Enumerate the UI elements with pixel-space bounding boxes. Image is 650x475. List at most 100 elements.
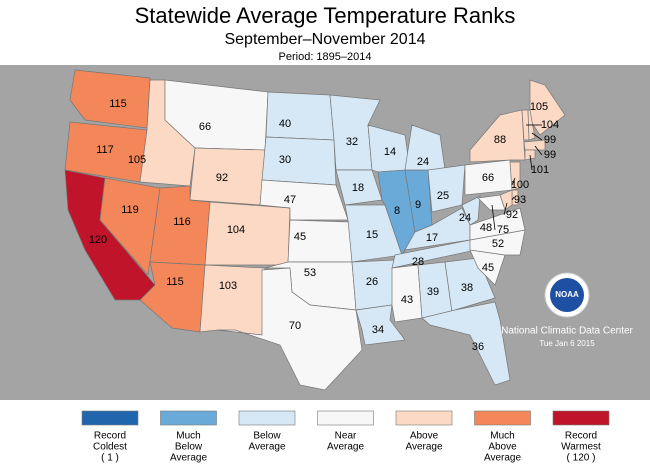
legend-label: ( 1 )	[101, 453, 119, 464]
leader-line	[531, 132, 543, 141]
rank-label: 34	[372, 324, 384, 336]
rank-label: 15	[366, 229, 378, 241]
logo-text: NOAA	[555, 290, 579, 299]
state	[344, 204, 403, 263]
rank-label: 105	[128, 154, 146, 166]
rank-label: 17	[426, 232, 438, 244]
state	[469, 207, 526, 241]
legend-swatch	[474, 410, 531, 426]
rank-label: 47	[284, 194, 296, 206]
leader-line	[511, 196, 515, 201]
legend-label: Above	[488, 442, 517, 453]
rank-label: 101	[531, 164, 549, 176]
legend-swatch	[317, 410, 374, 426]
state	[469, 109, 526, 163]
rank-label: 24	[417, 156, 429, 168]
rank-label: 115	[109, 98, 127, 110]
title: Statewide Average Temperature Ranks	[135, 3, 516, 28]
rank-label: 103	[219, 280, 237, 292]
states	[64, 69, 566, 391]
rank-label: 45	[294, 231, 306, 243]
rank-label: 93	[514, 194, 526, 206]
legend-swatch	[238, 410, 296, 426]
legend-label: Record	[565, 431, 597, 442]
state	[217, 267, 363, 391]
legend-swatch	[395, 410, 453, 426]
state	[204, 201, 291, 266]
state	[261, 136, 337, 186]
legend-swatch	[160, 410, 217, 426]
legend-label: Average	[170, 453, 208, 464]
state	[99, 177, 161, 276]
legend-label: Below	[175, 442, 203, 453]
rank-label: 92	[506, 209, 518, 221]
date: Tue Jan 6 2015	[539, 339, 595, 348]
rank-label: 14	[384, 146, 396, 158]
rank-labels: 115 117 120 119 105 66 92 116 104 115 103 40 30 47 45 5…	[89, 98, 559, 353]
rank-label: 104	[541, 119, 559, 131]
legend-label: Warmest	[561, 442, 601, 453]
legend-label: Near	[335, 431, 357, 442]
rank-label: 100	[511, 179, 529, 191]
rank-label: 48	[480, 222, 492, 234]
legend-label: Average	[405, 442, 443, 453]
rank-label: 75	[497, 224, 509, 236]
leader-line	[491, 204, 496, 231]
rank-label: 92	[216, 172, 228, 184]
subtitle: September–November 2014	[224, 31, 425, 48]
legend-label: Average	[484, 453, 522, 464]
rank-label: 9	[415, 199, 421, 211]
legend-label: Above	[410, 431, 439, 442]
legend-label: Coldest	[93, 442, 127, 453]
rank-label: 99	[544, 149, 556, 161]
agency: National Climatic Data Center	[501, 326, 633, 337]
rank-label: 8	[394, 205, 400, 217]
state	[523, 139, 546, 151]
period: Period: 1895–2014	[279, 51, 372, 63]
rank-label: 117	[96, 144, 114, 156]
rank-label: 104	[227, 224, 245, 236]
noaa-logo-inner	[550, 278, 584, 312]
state	[401, 207, 471, 256]
rank-label: 66	[199, 121, 211, 133]
rank-label: 39	[427, 286, 439, 298]
state	[69, 69, 151, 129]
rank-label: 88	[494, 134, 506, 146]
rank-label: 30	[279, 154, 291, 166]
leader-line	[511, 177, 516, 186]
state	[421, 301, 511, 386]
leader-line	[529, 154, 533, 171]
legend-swatch	[552, 410, 610, 426]
leader-line	[503, 202, 508, 216]
rank-label: 36	[472, 341, 484, 353]
legend-label: Much	[490, 431, 514, 442]
rank-label: 115	[166, 276, 184, 288]
state	[199, 264, 266, 336]
rank-label: 116	[173, 216, 191, 228]
legend-label: ( 120 )	[567, 453, 596, 464]
rank-label: 70	[289, 320, 301, 332]
state	[265, 91, 335, 141]
legend-label: Below	[253, 431, 281, 442]
rank-label: 53	[304, 267, 316, 279]
leader-line	[534, 145, 543, 156]
legend-swatch	[81, 410, 139, 426]
state	[461, 195, 481, 226]
rank-label: 24	[459, 212, 471, 224]
rank-label: 52	[492, 238, 504, 250]
rank-label: 40	[279, 118, 291, 130]
rank-label: 99	[544, 134, 556, 146]
rank-label: 25	[437, 190, 449, 202]
rank-label: 32	[346, 136, 358, 148]
legend-label: Average	[248, 442, 286, 453]
rank-label: 66	[482, 172, 494, 184]
rank-label: 120	[89, 234, 107, 246]
state	[427, 164, 466, 213]
rank-label: 28	[412, 256, 424, 268]
state	[391, 264, 423, 323]
legend-label: Average	[327, 442, 365, 453]
legend-label: Record	[94, 431, 126, 442]
legend-label: Much	[176, 431, 200, 442]
